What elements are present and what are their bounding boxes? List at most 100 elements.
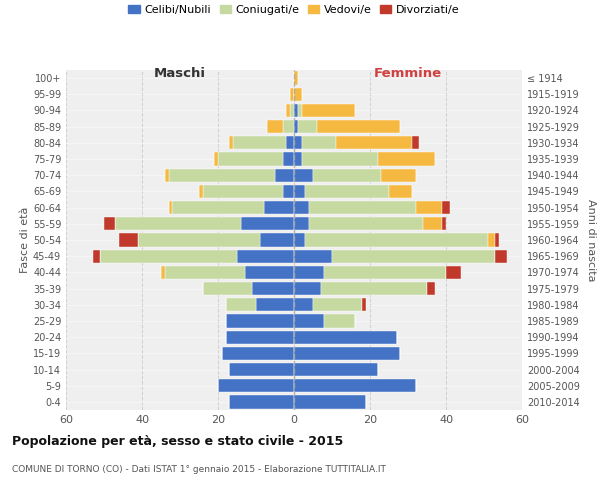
Bar — [169, 168, 275, 182]
Bar — [294, 298, 313, 312]
Bar — [294, 136, 302, 149]
Bar — [294, 282, 320, 295]
Bar — [298, 104, 302, 117]
Bar — [496, 250, 507, 263]
Bar — [283, 152, 294, 166]
Bar — [229, 363, 294, 376]
Bar — [283, 120, 294, 134]
Bar — [302, 104, 355, 117]
Bar — [169, 201, 172, 214]
Bar — [423, 217, 442, 230]
Bar — [442, 217, 446, 230]
Bar — [115, 217, 241, 230]
Bar — [389, 185, 412, 198]
Bar — [294, 314, 325, 328]
Bar — [286, 136, 294, 149]
Bar — [305, 234, 488, 246]
Bar — [325, 314, 355, 328]
Bar — [226, 298, 256, 312]
Bar — [294, 88, 302, 101]
Bar — [294, 72, 298, 85]
Bar — [226, 314, 294, 328]
Bar — [165, 168, 169, 182]
Bar — [496, 234, 499, 246]
Bar — [203, 185, 283, 198]
Text: Maschi: Maschi — [154, 67, 206, 80]
Bar — [161, 266, 165, 279]
Bar — [222, 346, 294, 360]
Bar — [294, 168, 313, 182]
Bar — [226, 330, 294, 344]
Bar — [294, 266, 325, 279]
Bar — [317, 120, 400, 134]
Bar — [294, 217, 309, 230]
Bar — [294, 104, 298, 117]
Bar — [283, 185, 294, 198]
Bar — [305, 185, 389, 198]
Bar — [260, 234, 294, 246]
Bar — [172, 201, 263, 214]
Bar — [427, 282, 434, 295]
Bar — [382, 168, 416, 182]
Bar — [290, 88, 294, 101]
Bar — [446, 266, 461, 279]
Bar — [412, 136, 419, 149]
Bar — [263, 201, 294, 214]
Bar — [377, 152, 434, 166]
Bar — [294, 396, 366, 408]
Bar — [442, 201, 450, 214]
Legend: Celibi/Nubili, Coniugati/e, Vedovi/e, Divorziati/e: Celibi/Nubili, Coniugati/e, Vedovi/e, Di… — [124, 1, 464, 20]
Bar — [214, 152, 218, 166]
Bar — [302, 136, 336, 149]
Bar — [294, 346, 400, 360]
Bar — [294, 363, 377, 376]
Bar — [237, 250, 294, 263]
Bar — [218, 152, 283, 166]
Text: Popolazione per età, sesso e stato civile - 2015: Popolazione per età, sesso e stato civil… — [12, 435, 343, 448]
Bar — [229, 136, 233, 149]
Text: Femmine: Femmine — [374, 67, 442, 80]
Bar — [416, 201, 442, 214]
Bar — [268, 120, 283, 134]
Bar — [313, 168, 382, 182]
Bar — [309, 217, 423, 230]
Bar — [290, 104, 294, 117]
Bar — [199, 185, 203, 198]
Bar — [218, 379, 294, 392]
Bar — [286, 104, 290, 117]
Bar — [203, 282, 252, 295]
Bar — [119, 234, 138, 246]
Bar — [252, 282, 294, 295]
Bar — [241, 217, 294, 230]
Bar — [294, 379, 416, 392]
Bar — [294, 201, 309, 214]
Bar — [325, 266, 446, 279]
Y-axis label: Fasce di età: Fasce di età — [20, 207, 30, 273]
Bar — [233, 136, 286, 149]
Bar — [336, 136, 412, 149]
Bar — [100, 250, 237, 263]
Bar — [229, 396, 294, 408]
Bar — [332, 250, 496, 263]
Bar — [320, 282, 427, 295]
Bar — [362, 298, 366, 312]
Bar — [313, 298, 362, 312]
Bar — [165, 266, 245, 279]
Bar — [298, 120, 317, 134]
Bar — [275, 168, 294, 182]
Bar — [92, 250, 100, 263]
Bar — [294, 234, 305, 246]
Bar — [294, 330, 397, 344]
Bar — [294, 185, 305, 198]
Bar — [294, 120, 298, 134]
Bar — [488, 234, 496, 246]
Bar — [245, 266, 294, 279]
Bar — [302, 152, 377, 166]
Bar — [256, 298, 294, 312]
Bar — [294, 250, 332, 263]
Text: COMUNE DI TORNO (CO) - Dati ISTAT 1° gennaio 2015 - Elaborazione TUTTITALIA.IT: COMUNE DI TORNO (CO) - Dati ISTAT 1° gen… — [12, 465, 386, 474]
Bar — [104, 217, 115, 230]
Bar — [138, 234, 260, 246]
Y-axis label: Anni di nascita: Anni di nascita — [586, 198, 596, 281]
Bar — [294, 152, 302, 166]
